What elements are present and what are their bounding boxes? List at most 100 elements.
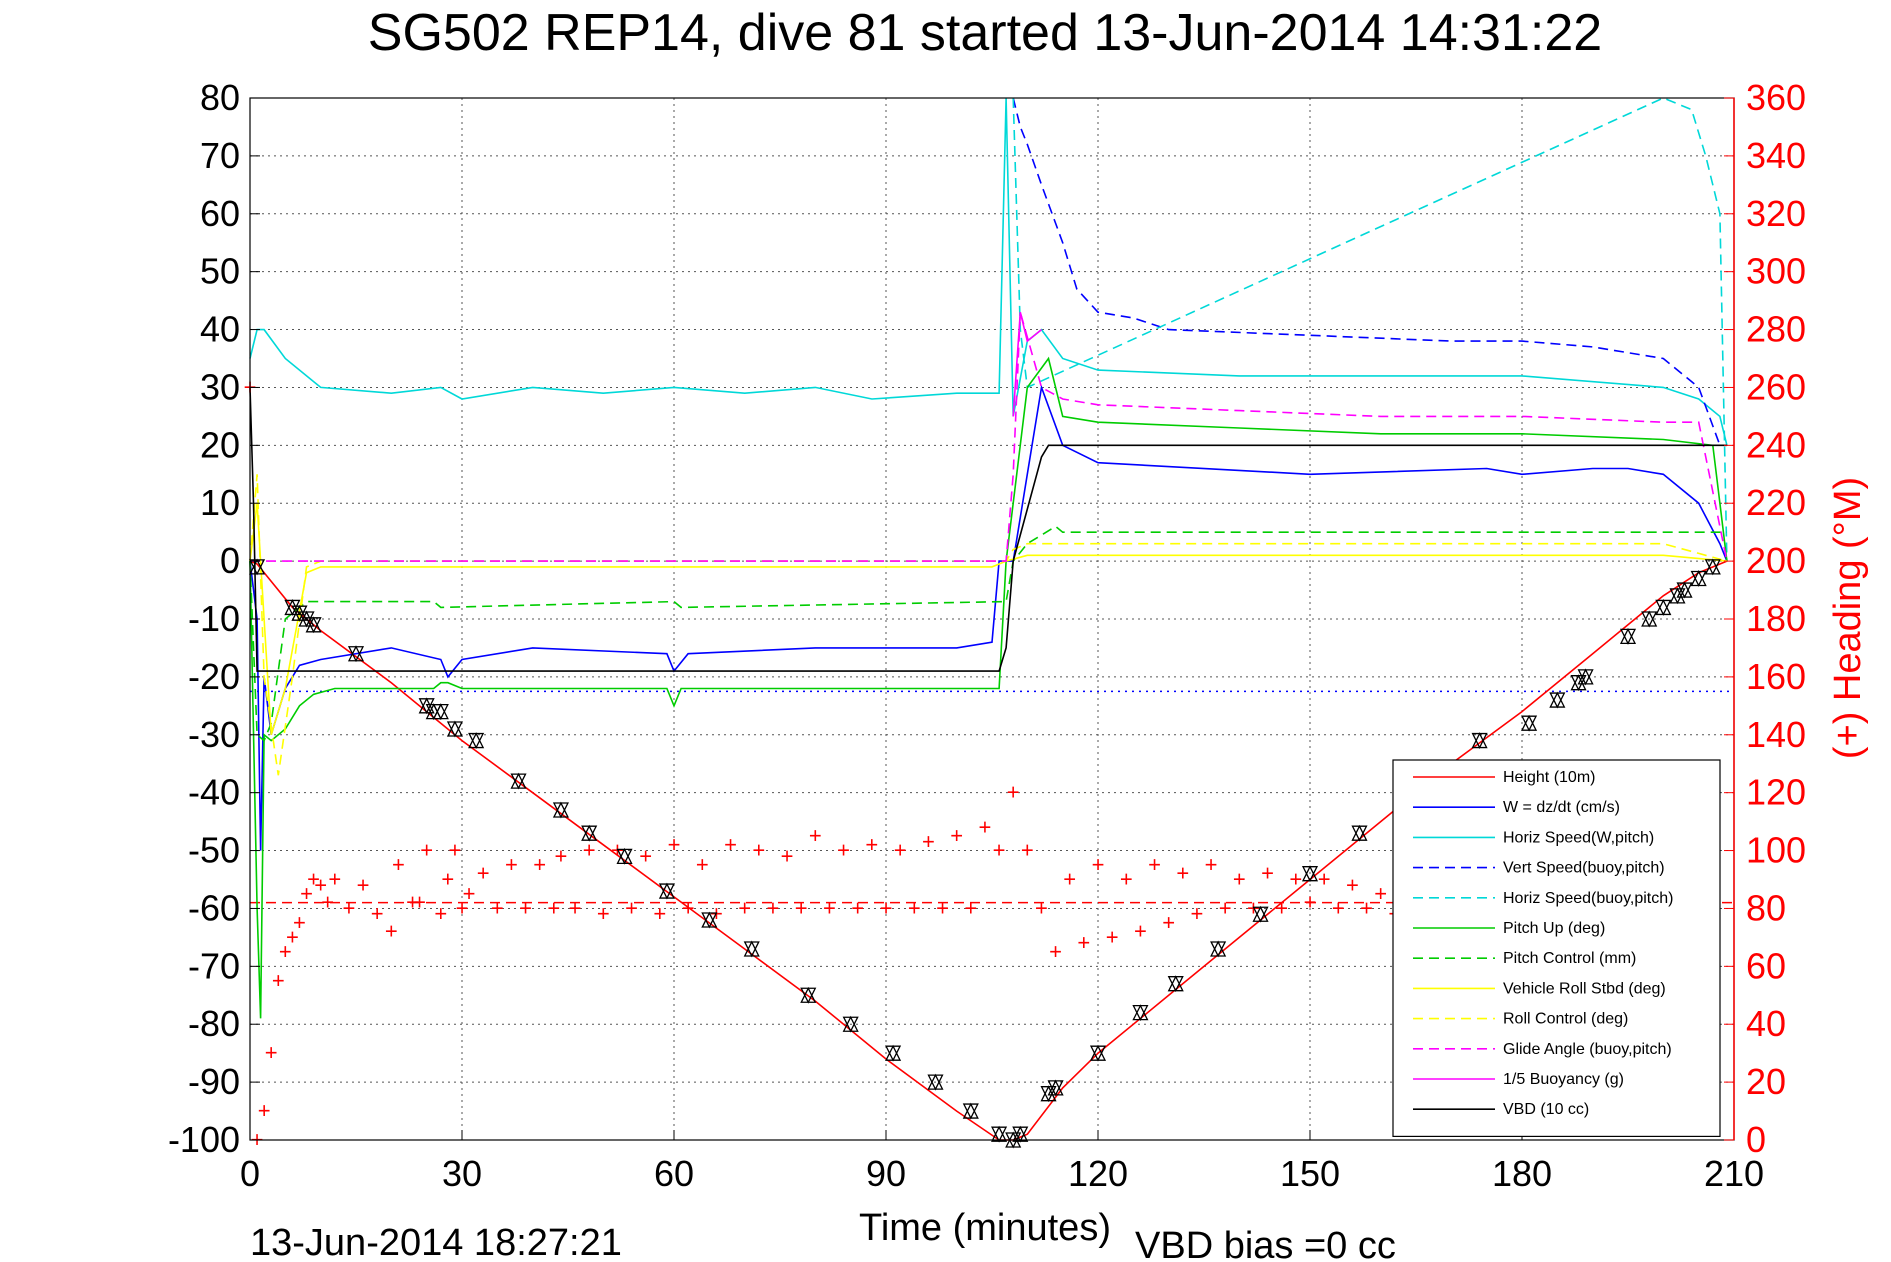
legend-entry: Vehicle Roll Stbd (deg) — [1413, 980, 1666, 997]
gc-marker — [291, 604, 308, 622]
legend-label: VBD (10 cc) — [1503, 1101, 1589, 1118]
legend-entry: Height (10m) — [1413, 769, 1595, 786]
x-axis-ticks: 0 30 60 90 120 150 180 210 — [240, 1130, 1764, 1194]
gc-marker — [1619, 627, 1637, 645]
y-right-tick-label: 360 — [1746, 77, 1806, 118]
y-right-tick-label: 120 — [1746, 772, 1806, 813]
legend-entry: Horiz Speed(buoy,pitch) — [1413, 890, 1673, 907]
y-right-tick-label: 300 — [1746, 251, 1806, 292]
footer-timestamp: 13-Jun-2014 18:27:21 — [250, 1222, 622, 1262]
heading-point: + — [639, 843, 652, 868]
gc-marker — [510, 772, 527, 790]
heading-point: + — [625, 895, 638, 920]
series-line-6 — [249, 525, 1727, 742]
gc-marker — [885, 1044, 902, 1062]
heading-point: + — [441, 867, 454, 892]
y-tick-label: -80 — [188, 1003, 240, 1044]
heading-point: + — [682, 895, 695, 920]
heading-point: + — [696, 852, 709, 877]
heading-point: + — [950, 823, 963, 848]
heading-point: + — [434, 901, 447, 926]
heading-point: + — [343, 895, 356, 920]
gc-marker — [581, 824, 598, 842]
y-right-tick-label: 100 — [1746, 830, 1806, 871]
gc-marker — [1132, 1004, 1149, 1022]
heading-point: + — [1077, 930, 1090, 955]
legend-entry: VBD (10 cc) — [1413, 1101, 1589, 1118]
x-tick-label: 120 — [1068, 1153, 1128, 1194]
gc-marker — [991, 1125, 1008, 1143]
heading-point: + — [936, 895, 949, 920]
y-tick-label: 20 — [200, 424, 240, 465]
heading-point: + — [851, 895, 864, 920]
heading-point: + — [823, 895, 836, 920]
heading-point: + — [279, 939, 292, 964]
y-right-tick-label: 20 — [1746, 1061, 1786, 1102]
heading-point: + — [1134, 919, 1147, 944]
y-axis-right-label: (+) Heading (°M) — [1827, 477, 1869, 759]
heading-point: + — [993, 838, 1006, 863]
y-tick-label: 50 — [200, 251, 240, 292]
y-tick-label: 0 — [220, 540, 240, 581]
heading-point: + — [1120, 867, 1133, 892]
heading-point: + — [922, 829, 935, 854]
gc-marker — [1570, 674, 1587, 692]
gc-marker — [1047, 1079, 1064, 1097]
y-right-tick-label: 40 — [1746, 1003, 1786, 1044]
gc-marker — [1210, 940, 1227, 958]
series-line-11 — [249, 387, 1727, 672]
series-line-4 — [1012, 97, 1728, 562]
gc-marker — [1167, 975, 1184, 993]
heading-point: + — [979, 814, 992, 839]
series-line-7 — [249, 503, 1727, 736]
y-right-tick-label: 180 — [1746, 598, 1806, 639]
legend-label: Pitch Control (mm) — [1503, 950, 1636, 967]
heading-point: + — [1304, 890, 1317, 915]
y-tick-label: 10 — [200, 482, 240, 523]
series-line-10 — [1012, 312, 1043, 417]
heading-point: + — [1063, 867, 1076, 892]
gc-marker — [1655, 598, 1672, 616]
heading-point: + — [371, 901, 384, 926]
legend-label: Horiz Speed(W,pitch) — [1503, 829, 1654, 846]
gc-marker — [1577, 668, 1594, 686]
y-tick-label: 30 — [200, 366, 240, 407]
y-axis-left-ticks: -100-90-80-70-60-50-40-30-20-10010203040… — [168, 77, 260, 1160]
heading-point: + — [1261, 861, 1274, 886]
y-right-tick-label: 200 — [1746, 540, 1806, 581]
heading-point: + — [533, 852, 546, 877]
gc-marker — [962, 1102, 979, 1120]
heading-point: + — [1191, 901, 1204, 926]
gc-marker — [552, 801, 569, 819]
heading-point: + — [321, 890, 334, 915]
heading-point: + — [1021, 838, 1034, 863]
heading-point: + — [1233, 867, 1246, 892]
heading-point: + — [795, 895, 808, 920]
gc-marker — [842, 1015, 859, 1033]
heading-point: + — [328, 867, 341, 892]
legend: Height (10m) W = dz/dt (cm/s) Horiz Speed(… — [1392, 759, 1721, 1137]
gc-marker — [347, 645, 365, 663]
gc-marker — [249, 558, 266, 576]
heading-point: + — [1318, 867, 1331, 892]
x-axis-label: Time (minutes) — [859, 1207, 1111, 1249]
heading-point: + — [406, 890, 419, 915]
gc-marker — [1040, 1085, 1057, 1103]
heading-point: + — [1346, 872, 1359, 897]
heading-point: + — [1148, 852, 1161, 877]
gc-marker — [1641, 610, 1658, 628]
x-tick-label: 180 — [1492, 1153, 1552, 1194]
heading-point: + — [463, 881, 476, 906]
x-tick-label: 30 — [442, 1153, 482, 1194]
legend-entry: 1/5 Buoyancy (g) — [1413, 1071, 1624, 1088]
gc-marker — [432, 703, 449, 721]
y-tick-label: 40 — [200, 309, 240, 350]
heading-point: + — [1275, 895, 1288, 920]
heading-point: + — [1106, 924, 1119, 949]
heading-point: + — [477, 861, 490, 886]
x-tick-label: 0 — [240, 1153, 260, 1194]
y-tick-label: -60 — [188, 887, 240, 928]
y-tick-label: 70 — [200, 135, 240, 176]
legend-entry: Vert Speed(buoy,pitch) — [1413, 860, 1665, 877]
legend-entry: Pitch Control (mm) — [1413, 950, 1636, 967]
